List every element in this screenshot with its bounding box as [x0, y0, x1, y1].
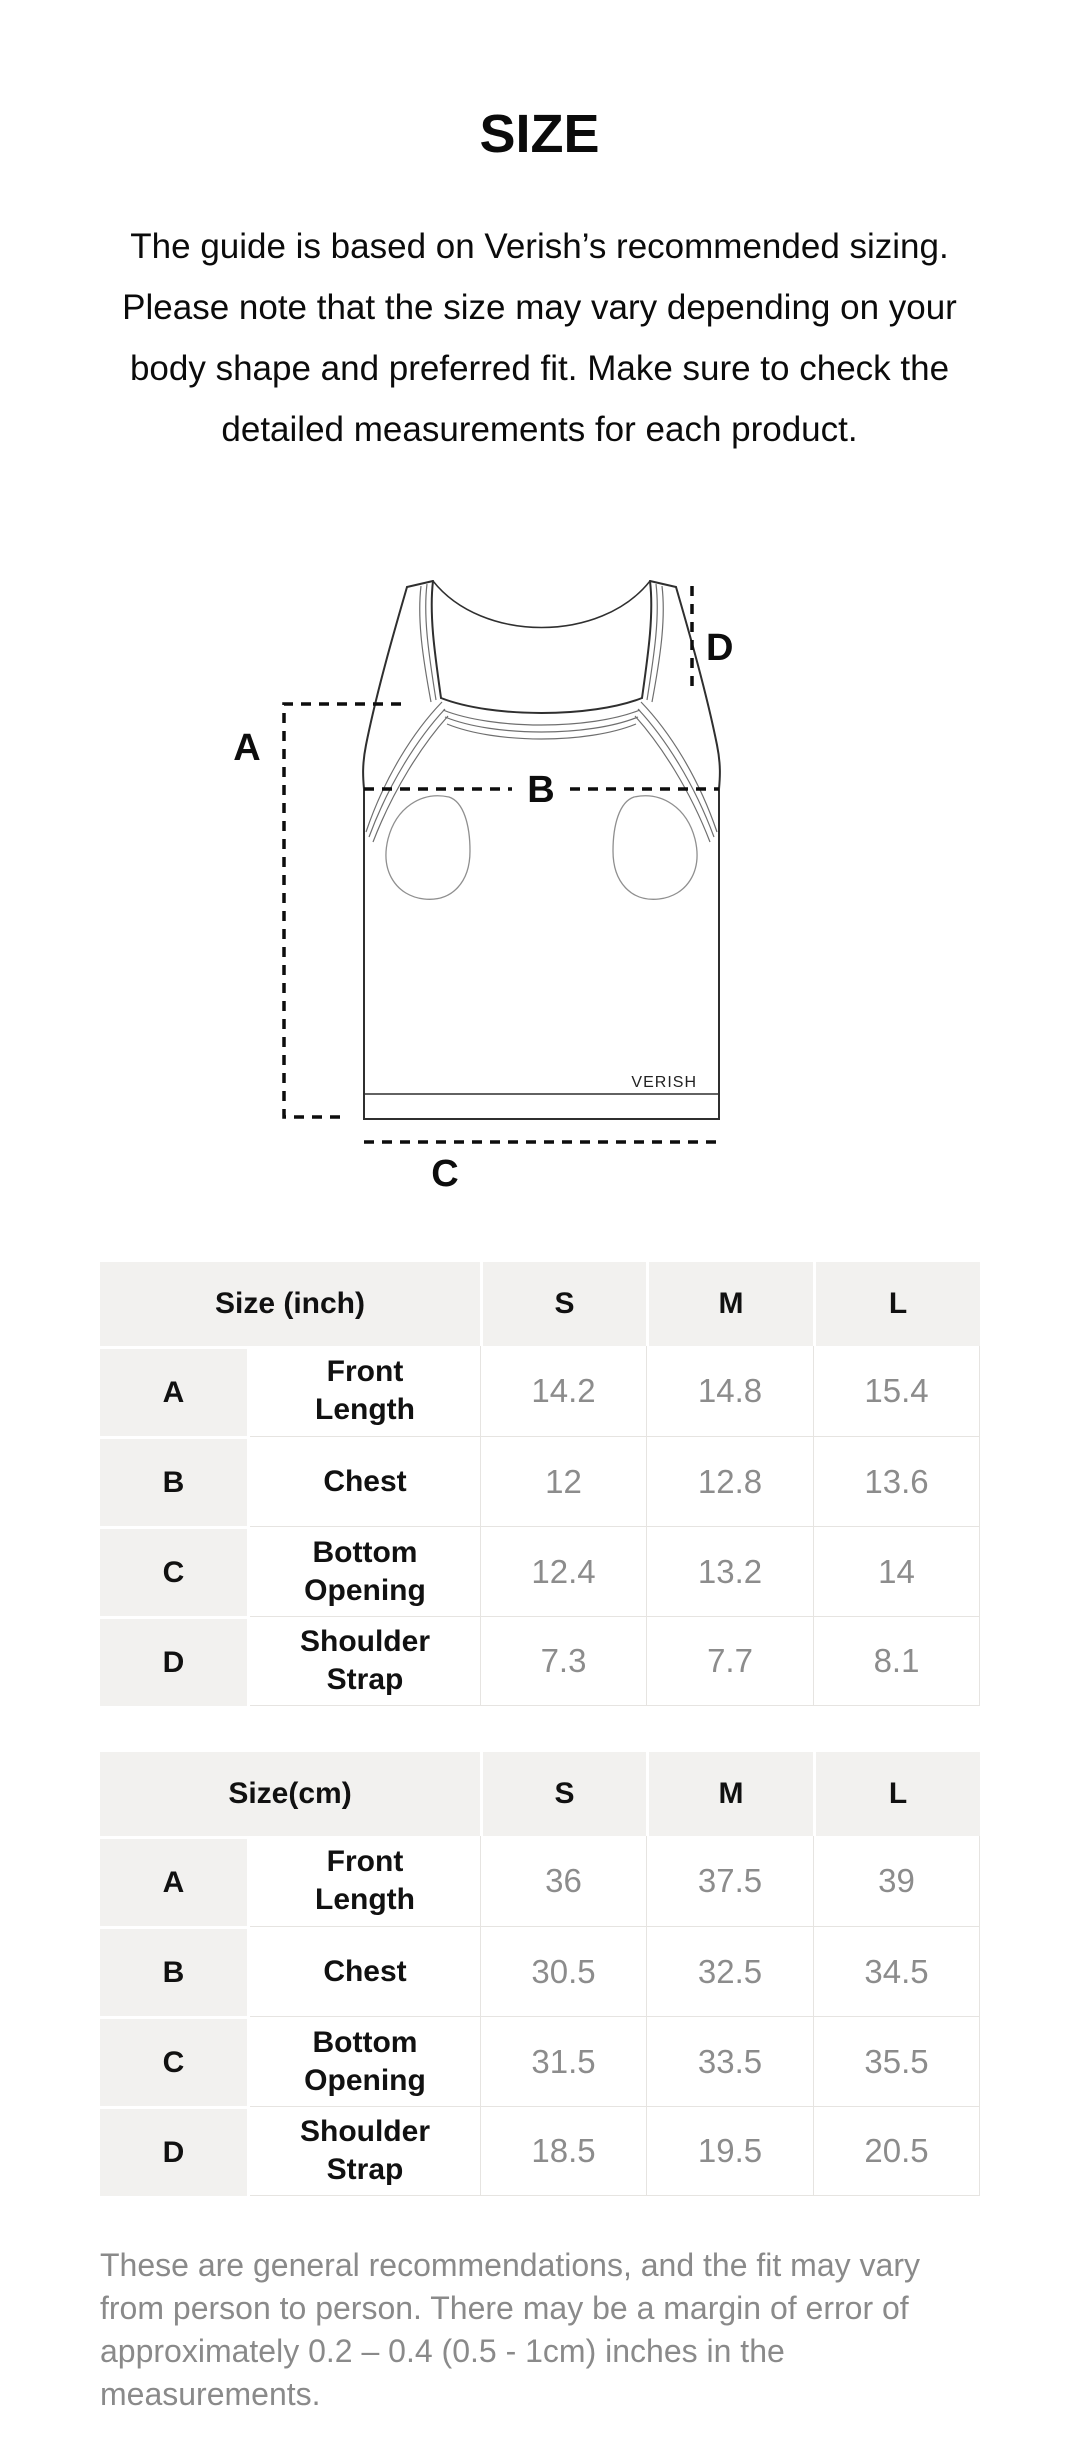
row-letter-cell: D [100, 1616, 250, 1706]
garment-outline [362, 580, 721, 1120]
measurement-value-cell: 12 [480, 1436, 646, 1526]
disclaimer-line: from person to person. There may be a ma… [100, 2290, 909, 2326]
measurement-value-cell: 15.4 [813, 1346, 980, 1436]
disclaimer-line: These are general recommendations, and t… [100, 2247, 920, 2283]
measure-label-c: C [431, 1153, 458, 1195]
measurement-value-cell: 36 [480, 1836, 646, 1926]
measurement-name-cell: Chest [250, 1926, 480, 2016]
measurement-value-cell: 35.5 [813, 2016, 980, 2106]
left-strap-inner-edge [430, 580, 442, 699]
right-strap-top [649, 580, 677, 588]
garment-trim-detail [365, 583, 718, 843]
measurement-name-cell: Bottom Opening [250, 2016, 480, 2106]
back-neckline [432, 580, 651, 629]
size-table-cm: Size(cm) S M L A Front Length 36 37.5 39 B Che… [100, 1752, 980, 2196]
intro-line: The guide is based on Verish’s recommend… [130, 227, 949, 266]
bra-cups [385, 795, 698, 900]
table-col-header-s: S [480, 1262, 646, 1346]
table-col-header-s: S [480, 1752, 646, 1836]
intro-line: detailed measurements for each product. [221, 410, 858, 449]
disclaimer-text: These are general recommendations, and t… [100, 2244, 1000, 2416]
left-strap-outer-edge [362, 586, 408, 790]
table-unit-header: Size (inch) [100, 1262, 480, 1346]
table-col-header-m: M [646, 1752, 813, 1836]
measurement-value-cell: 18.5 [480, 2106, 646, 2196]
row-letter-cell: A [100, 1836, 250, 1926]
garment-body [363, 788, 720, 1120]
measure-label-a: A [233, 727, 260, 769]
row-letter-cell: A [100, 1346, 250, 1436]
measurement-value-cell: 13.6 [813, 1436, 980, 1526]
measurement-value-cell: 39 [813, 1836, 980, 1926]
page-title: SIZE [479, 104, 600, 164]
row-letter-cell: C [100, 1526, 250, 1616]
disclaimer-line: approximately 0.2 – 0.4 (0.5 - 1cm) inch… [100, 2333, 785, 2412]
table-col-header-l: L [813, 1752, 980, 1836]
intro-text: The guide is based on Verish’s recommend… [0, 216, 1079, 460]
table-col-header-l: L [813, 1262, 980, 1346]
row-letter-cell: D [100, 2106, 250, 2196]
measurement-value-cell: 37.5 [646, 1836, 813, 1926]
row-letter-cell: B [100, 1926, 250, 2016]
measure-line-a [282, 702, 401, 1119]
measurement-value-cell: 12.4 [480, 1526, 646, 1616]
measurement-name-cell: Shoulder Strap [250, 2106, 480, 2196]
measurement-value-cell: 34.5 [813, 1926, 980, 2016]
measurement-value-cell: 32.5 [646, 1926, 813, 2016]
left-cup-outline [385, 795, 471, 900]
measurement-name-cell: Chest [250, 1436, 480, 1526]
measurement-value-cell: 20.5 [813, 2106, 980, 2196]
table-unit-header: Size(cm) [100, 1752, 480, 1836]
measurement-value-cell: 31.5 [480, 2016, 646, 2106]
measure-label-d: D [706, 627, 733, 669]
measurement-name-cell: Front Length [250, 1836, 480, 1926]
measurement-value-cell: 14 [813, 1526, 980, 1616]
measurement-value-cell: 8.1 [813, 1616, 980, 1706]
measurement-value-cell: 14.2 [480, 1346, 646, 1436]
right-strap-outer-edge [675, 586, 721, 790]
measurement-name-cell: Front Length [250, 1346, 480, 1436]
size-table-inch: Size (inch) S M L A Front Length 14.2 14.8 1… [100, 1262, 980, 1706]
intro-line: body shape and preferred fit. Make sure … [129, 349, 950, 388]
row-letter-cell: B [100, 1436, 250, 1526]
intro-line: Please note that the size may vary depen… [122, 288, 957, 327]
measurement-value-cell: 13.2 [646, 1526, 813, 1616]
measurement-value-cell: 30.5 [480, 1926, 646, 2016]
measurement-value-cell: 14.8 [646, 1346, 813, 1436]
measurement-value-cell: 7.7 [646, 1616, 813, 1706]
brand-logo-text: VERISH [631, 1074, 697, 1091]
measurement-value-cell: 19.5 [646, 2106, 813, 2196]
table-col-header-m: M [646, 1262, 813, 1346]
measurement-lines [282, 586, 719, 1144]
measurement-name-cell: Shoulder Strap [250, 1616, 480, 1706]
right-cup-outline [612, 795, 698, 900]
measurement-value-cell: 7.3 [480, 1616, 646, 1706]
front-neckline-edge [440, 697, 643, 714]
measure-label-b: B [527, 769, 554, 811]
measurement-name-cell: Bottom Opening [250, 1526, 480, 1616]
measurement-value-cell: 33.5 [646, 2016, 813, 2106]
left-strap-top [406, 580, 434, 588]
right-strap-inner-edge [641, 580, 653, 699]
garment-measurement-diagram: A B C D VERISH [233, 580, 733, 1195]
row-letter-cell: C [100, 2016, 250, 2106]
measurement-value-cell: 12.8 [646, 1436, 813, 1526]
